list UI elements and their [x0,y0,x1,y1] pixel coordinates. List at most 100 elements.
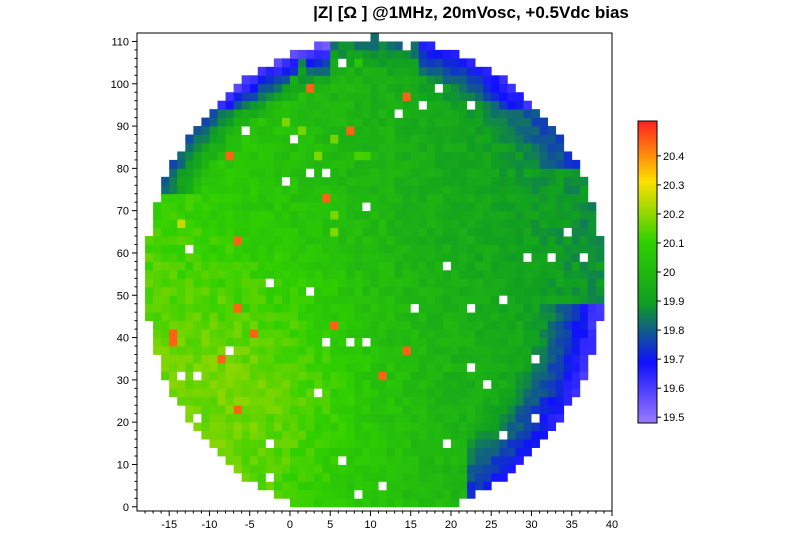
heatmap-cell [467,354,476,364]
heatmap-cell [483,388,492,398]
heatmap-cell [426,159,436,169]
heatmap-cell [354,269,363,279]
heatmap-cell [442,75,452,85]
heatmap-cell [257,151,267,161]
heatmap-cell [346,83,355,93]
heatmap-cell [499,244,508,254]
heatmap-cell [281,134,291,144]
heatmap-cell [233,126,243,135]
y-tick-label: 80 [117,163,129,175]
heatmap-cell [241,210,251,220]
heatmap-cell [298,312,307,322]
heatmap-cell [273,413,283,423]
heatmap-cell [531,134,540,144]
heatmap-cell [169,252,178,262]
heatmap-cell [201,295,210,305]
heatmap-cell [483,396,492,406]
heatmap-cell [209,202,218,212]
heatmap-cell [257,75,267,85]
heatmap-cell [386,430,396,440]
heatmap-cell [402,447,412,457]
heatmap-cell [249,337,259,347]
heatmap-cell [265,396,275,406]
heatmap-cell [539,405,548,415]
heatmap-cell [426,472,436,482]
heatmap-cell [459,481,468,491]
heatmap-cell [169,320,178,330]
heatmap-cell [378,159,387,169]
heatmap-cell [595,252,605,262]
heatmap-cell [491,75,500,85]
heatmap-cell [241,142,251,152]
heatmap-cell [475,413,484,423]
heatmap-cell [201,168,210,178]
heatmap-cell [314,92,323,102]
heatmap-cell [507,244,516,254]
heatmap-cell [483,210,492,220]
heatmap-cell [306,193,315,203]
heatmap-cell [547,354,557,364]
heatmap-cell [233,388,243,398]
heatmap-cell [314,210,323,220]
heatmap-cell [547,405,557,415]
heatmap-cell [314,252,323,262]
heatmap-cell [193,269,202,279]
heatmap-cell [298,227,307,237]
heatmap-cell [426,388,436,398]
heatmap-cell [273,193,283,203]
heatmap-cell [418,481,428,491]
heatmap-cell [491,362,500,372]
heatmap-cell [314,498,323,508]
heatmap-cell [281,430,291,440]
heatmap-cell [330,362,339,372]
heatmap-cell [402,176,412,186]
heatmap-cell [177,176,186,186]
heatmap-cell [386,210,396,220]
heatmap-cell [177,193,186,203]
heatmap-cell [306,286,315,296]
heatmap-cell [273,117,283,127]
heatmap-cell [523,219,532,228]
heatmap-cell [314,269,323,279]
heatmap-cell [281,75,291,85]
heatmap-cell [298,109,307,118]
heatmap-cell [370,109,379,118]
heatmap-cell [354,489,363,499]
heatmap-cell [499,456,508,465]
heatmap-cell [330,41,339,51]
heatmap-cell [233,337,243,347]
heatmap-cell [217,329,226,338]
heatmap-cell [555,362,565,372]
heatmap-cell [410,439,420,448]
heatmap-cell [233,396,243,406]
heatmap-cell [346,75,355,85]
heatmap-cell [579,202,589,212]
heatmap-cell [362,92,371,102]
heatmap-cell [354,75,363,85]
heatmap-cell [185,210,194,220]
heatmap-cell [579,303,589,313]
heatmap-cell [426,481,436,491]
heatmap-cell [233,117,243,127]
heatmap-cell [273,210,283,220]
heatmap-cell [145,236,154,245]
heatmap-cell [322,193,331,203]
heatmap-cell [475,362,484,372]
heatmap-cell [539,185,548,195]
heatmap-cell [442,134,452,144]
heatmap-cell [306,117,315,127]
heatmap-cell [418,337,428,347]
colorbar-tick-label: 19.5 [663,412,684,424]
heatmap-cell [507,236,516,245]
heatmap-cell [153,329,162,338]
heatmap-cell [547,337,557,347]
heatmap-cell [410,498,420,508]
heatmap-cell [233,83,243,93]
heatmap-cell [169,227,178,237]
heatmap-cell [394,159,404,169]
heatmap-cell [362,286,371,296]
heatmap-cell [426,396,436,406]
heatmap-cell [145,286,154,296]
heatmap-cell [169,278,178,288]
heatmap-cell [185,346,194,355]
